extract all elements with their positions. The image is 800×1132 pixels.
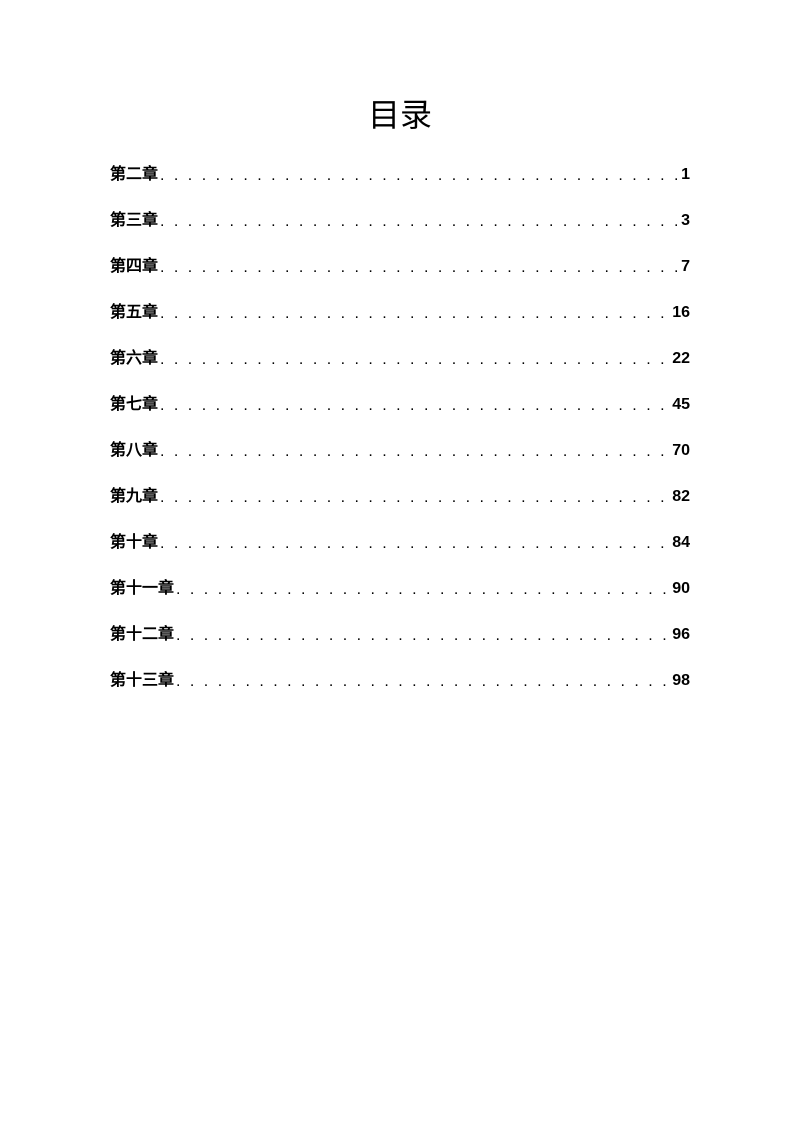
toc-dot-leader [160,259,679,277]
toc-entry: 第十一章 90 [110,574,690,598]
toc-entry: 第九章 82 [110,482,690,506]
toc-title: 目录 [110,90,690,136]
toc-entry: 第三章 3 [110,206,690,230]
toc-page-number: 70 [672,442,690,460]
toc-entry: 第十章 84 [110,528,690,552]
toc-dot-leader [176,627,670,645]
toc-chapter-label: 第六章 [110,344,158,368]
toc-chapter-label: 第十一章 [110,574,174,598]
toc-dot-leader [160,167,679,185]
toc-entry: 第五章 16 [110,298,690,322]
toc-page-number: 96 [672,626,690,644]
toc-page-number: 82 [672,488,690,506]
toc-page-number: 22 [672,350,690,368]
toc-page-number: 16 [672,304,690,322]
toc-dot-leader [160,489,670,507]
toc-entry: 第八章 70 [110,436,690,460]
toc-chapter-label: 第十三章 [110,666,174,690]
toc-entry: 第二章 1 [110,160,690,184]
toc-entry: 第六章 22 [110,344,690,368]
toc-dot-leader [160,535,670,553]
toc-page-number: 7 [681,258,690,276]
toc-entry: 第十二章 96 [110,620,690,644]
toc-dot-leader [160,397,670,415]
toc-page-number: 84 [672,534,690,552]
toc-chapter-label: 第四章 [110,252,158,276]
toc-chapter-label: 第八章 [110,436,158,460]
toc-dot-leader [176,673,670,691]
toc-page-number: 98 [672,672,690,690]
toc-chapter-label: 第十章 [110,528,158,552]
toc-entry: 第四章 7 [110,252,690,276]
toc-list: 第二章 1 第三章 3 第四章 7 第五章 16 第六章 22 第七章 45 第… [110,160,690,690]
toc-dot-leader [160,305,670,323]
toc-chapter-label: 第七章 [110,390,158,414]
toc-entry: 第十三章 98 [110,666,690,690]
toc-page-number: 3 [681,212,690,230]
toc-chapter-label: 第五章 [110,298,158,322]
toc-dot-leader [160,213,679,231]
toc-dot-leader [160,443,670,461]
toc-chapter-label: 第十二章 [110,620,174,644]
toc-chapter-label: 第九章 [110,482,158,506]
toc-page-number: 45 [672,396,690,414]
toc-chapter-label: 第二章 [110,160,158,184]
toc-page-number: 1 [681,166,690,184]
toc-chapter-label: 第三章 [110,206,158,230]
toc-dot-leader [160,351,670,369]
toc-page-number: 90 [672,580,690,598]
toc-dot-leader [176,581,670,599]
toc-entry: 第七章 45 [110,390,690,414]
